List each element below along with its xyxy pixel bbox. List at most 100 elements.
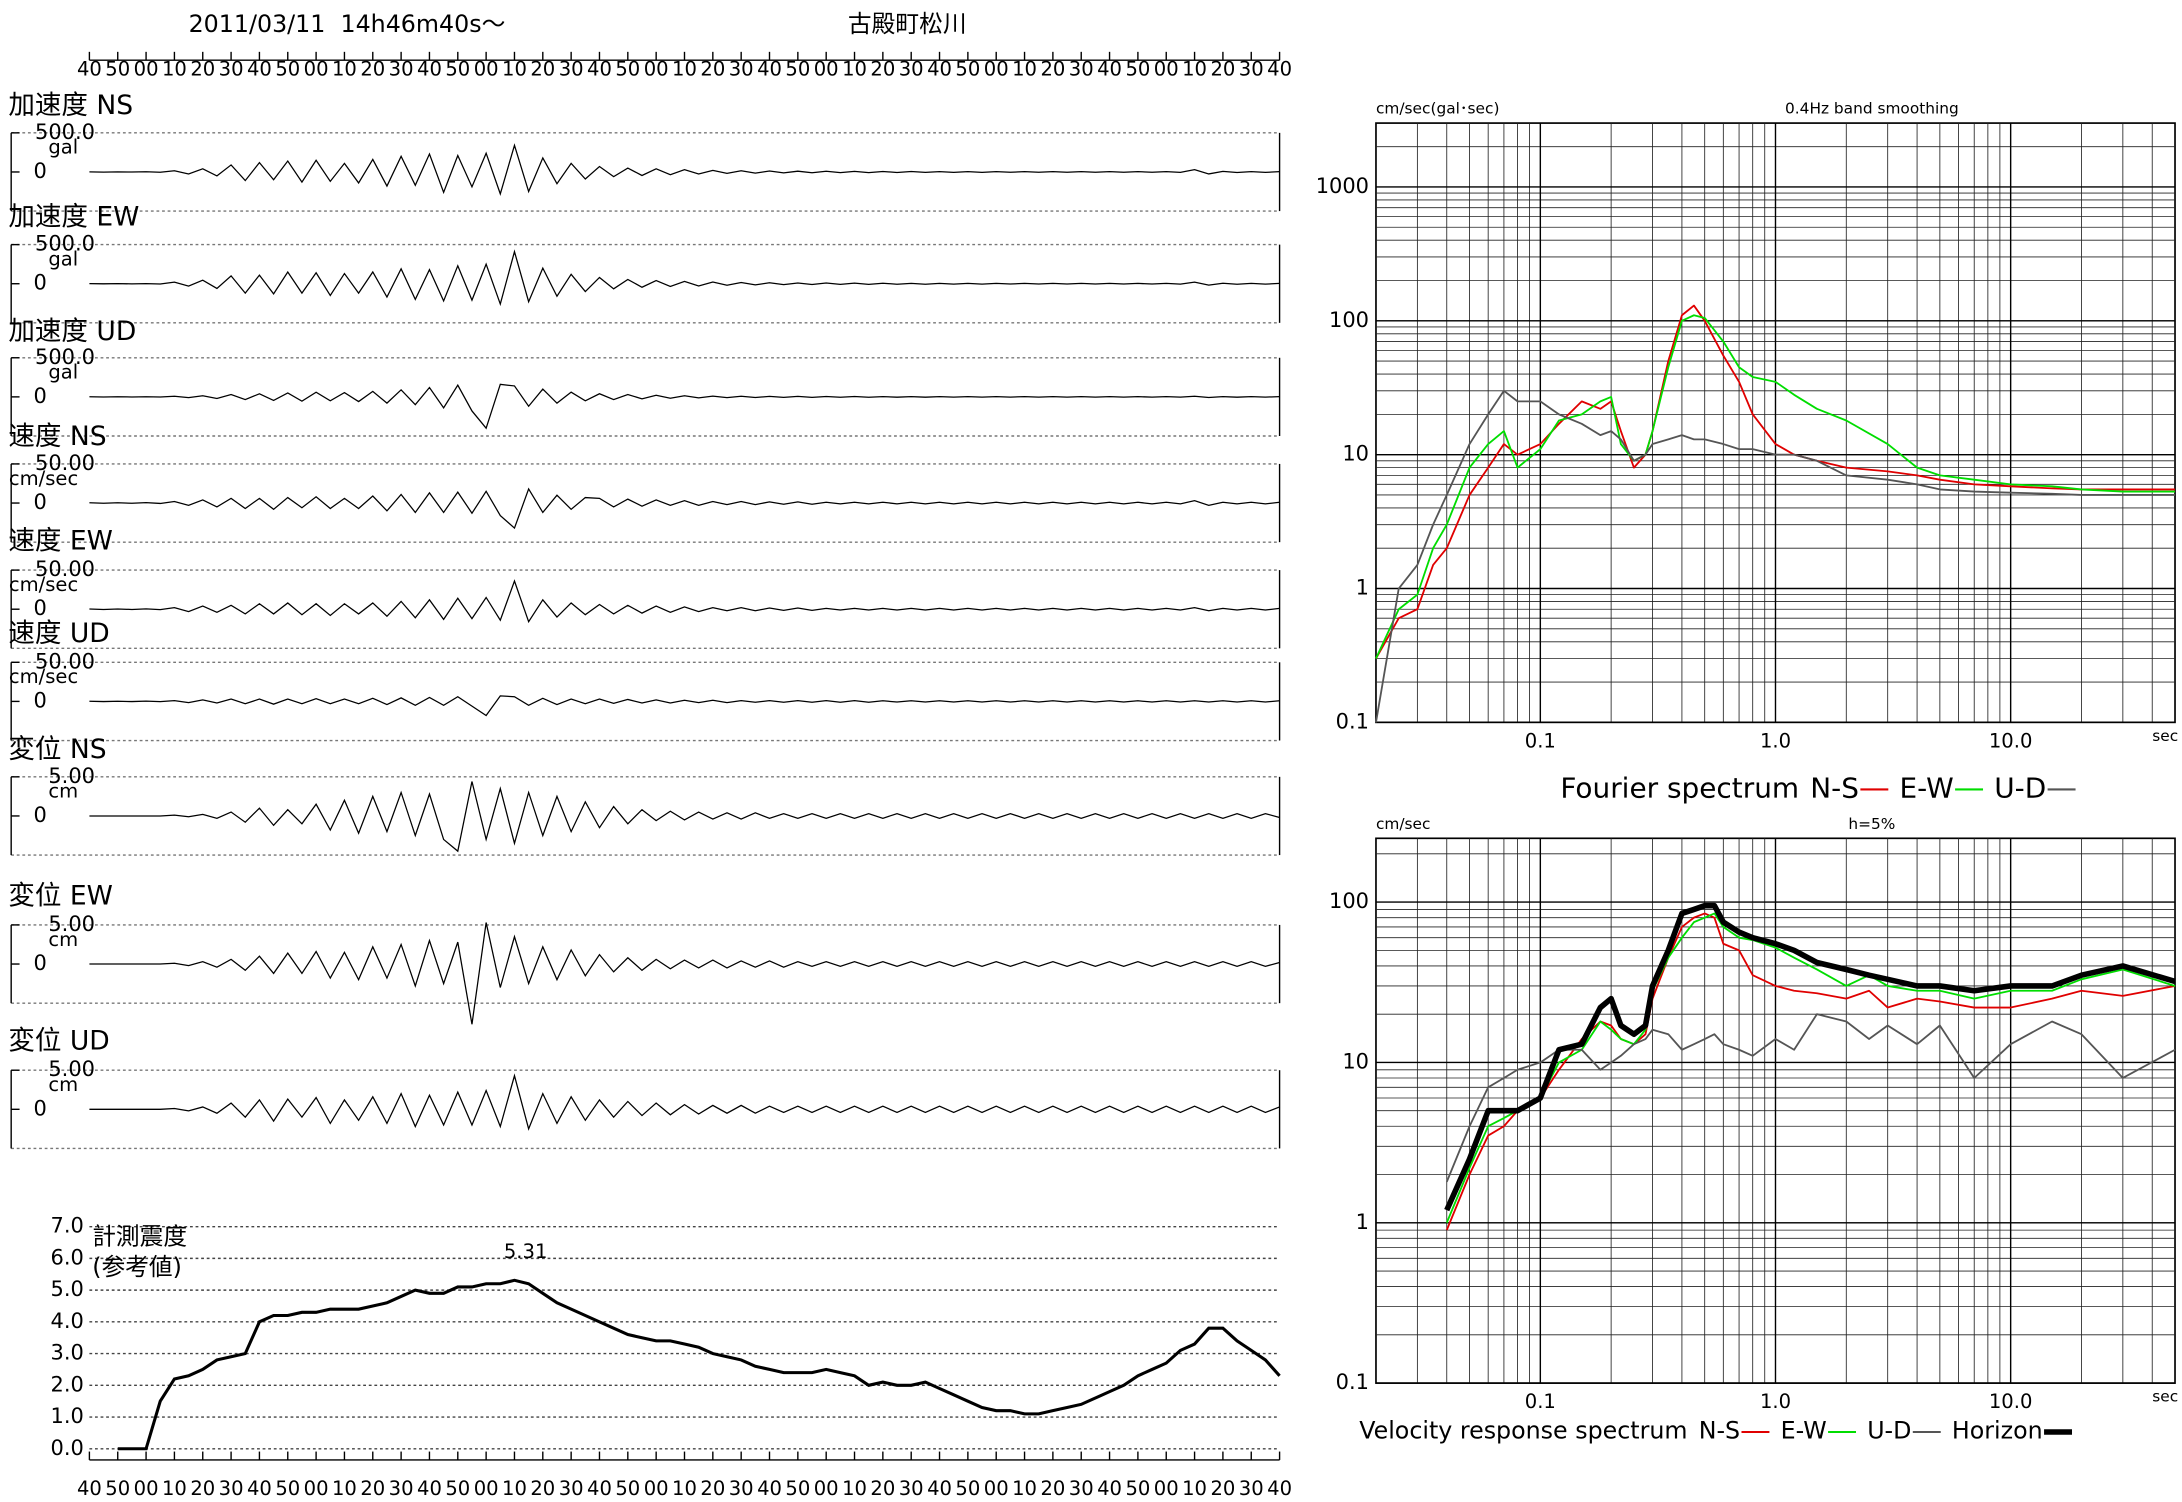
time-tick-label: 50 [275,57,300,80]
spectrum-line [1375,304,2176,659]
time-tick-label: 50 [615,1477,640,1500]
y-tick-label: 4.0 [51,1309,84,1333]
panel-title: 加速度 NS [8,90,133,121]
legend-label: E-W [1899,771,1953,804]
waveform [89,781,1280,853]
spectrum-line [1444,902,2176,1212]
y-tick-label: 2.0 [51,1372,84,1396]
time-tick-label: 50 [785,57,810,80]
time-tick-label: 40 [1097,57,1122,80]
y-tick-label: 0 [34,688,47,712]
waveform [89,487,1280,530]
time-tick-label: 00 [1154,57,1179,80]
time-tick-label: 40 [417,1477,442,1500]
time-tick-label: 30 [729,57,754,80]
time-tick-label: 50 [955,57,980,80]
y-tick-label: 50.00 [35,649,95,673]
panel-title: 変位 UD [8,1026,109,1057]
time-tick-label: 00 [644,57,669,80]
y-tick-label: 100 [1329,308,1369,332]
y-tick-label: 0 [34,384,47,408]
unit-label: cm [48,780,78,803]
panel-title: 加速度 EW [8,202,139,233]
time-tick-label: 30 [389,57,414,80]
time-tick-label: 10 [672,1477,697,1500]
y-tick-label: 0 [34,951,47,975]
time-tick-label: 20 [190,1477,215,1500]
y-tick-label: 0 [34,1096,47,1120]
y-tick-label: 5.00 [48,1057,95,1081]
time-tick-label: 50 [105,1477,130,1500]
y-tick-label: 500.0 [35,120,95,144]
y-tick-label: 0.1 [1336,1370,1369,1394]
waveform [89,249,1280,307]
y-tick-label: 0 [34,159,47,183]
spectrum-line [1445,912,2176,1224]
time-tick-label: 20 [1210,57,1235,80]
time-tick-label: 30 [219,1477,244,1500]
y-tick-label: 5.0 [51,1277,84,1301]
time-tick-label: 00 [984,1477,1009,1500]
time-tick-label: 10 [332,57,357,80]
annotation: 5.31 [504,1240,548,1263]
time-tick-label: 40 [1267,1477,1292,1500]
legend-title: Fourier spectrum [1560,771,1799,804]
time-tick-label: 30 [1069,57,1094,80]
x-tick-label: 1.0 [1760,729,1791,752]
time-tick-label: 50 [275,1477,300,1500]
unit-label: cm/sec [9,467,78,490]
time-tick-label: 10 [502,1477,527,1500]
time-tick-label: 00 [474,57,499,80]
time-tick-label: 50 [615,57,640,80]
time-tick-label: 50 [105,57,130,80]
spectrum-line [1375,389,2176,723]
time-tick-label: 50 [445,1477,470,1500]
time-tick-label: 40 [77,57,102,80]
y-tick-label: 0.0 [51,1436,84,1460]
y-tick-label: 7.0 [51,1214,84,1238]
x-tick-label: 0.1 [1525,729,1556,752]
waveform [89,383,1280,430]
intensity-line [117,1278,1281,1451]
y-tick-label: 50.00 [35,557,95,581]
legend-label: N-S [1810,771,1859,804]
y-tick-label: 10 [1342,1049,1369,1073]
chart-subtitle: (参考値) [92,1253,182,1281]
time-tick-label: 40 [247,57,272,80]
y-tick-label: 10 [1342,442,1369,466]
legend-label: Horizon [1952,1417,2043,1445]
time-tick-label: 20 [700,1477,725,1500]
time-tick-label: 40 [927,57,952,80]
time-tick-label: 30 [219,57,244,80]
time-tick-label: 10 [842,1477,867,1500]
time-tick-label: 00 [1154,1477,1179,1500]
y-tick-label: 0 [34,490,47,514]
time-tick-label: 00 [984,57,1009,80]
time-tick-label: 40 [757,1477,782,1500]
unit-label: cm/sec [9,573,78,596]
time-tick-label: 10 [162,1477,187,1500]
panel-title: 加速度 UD [8,316,136,347]
time-tick-label: 10 [162,57,187,80]
x-tick-label: 0.1 [1525,1390,1556,1413]
unit-label: gal [48,361,78,384]
time-tick-label: 50 [1125,1477,1150,1500]
y-tick-label: 100 [1329,889,1369,913]
unit-label: gal [48,136,78,159]
time-tick-label: 50 [1125,57,1150,80]
y-tick-label: 5.00 [48,764,95,788]
panel-title: 変位 NS [8,734,106,765]
y-tick-label: 1.0 [51,1404,84,1428]
time-tick-label: 20 [360,57,385,80]
time-tick-label: 10 [502,57,527,80]
time-tick-label: 00 [814,57,839,80]
legend-label: E-W [1781,1417,1827,1445]
legend-label: N-S [1699,1417,1740,1445]
x-axis-label: sec [2152,727,2178,745]
legend-title: Velocity response spectrum [1359,1417,1687,1445]
time-tick-label: 20 [700,57,725,80]
x-tick-label: 1.0 [1760,1390,1791,1413]
legend-label: U-D [1994,771,2046,804]
unit-label: cm [48,928,78,951]
